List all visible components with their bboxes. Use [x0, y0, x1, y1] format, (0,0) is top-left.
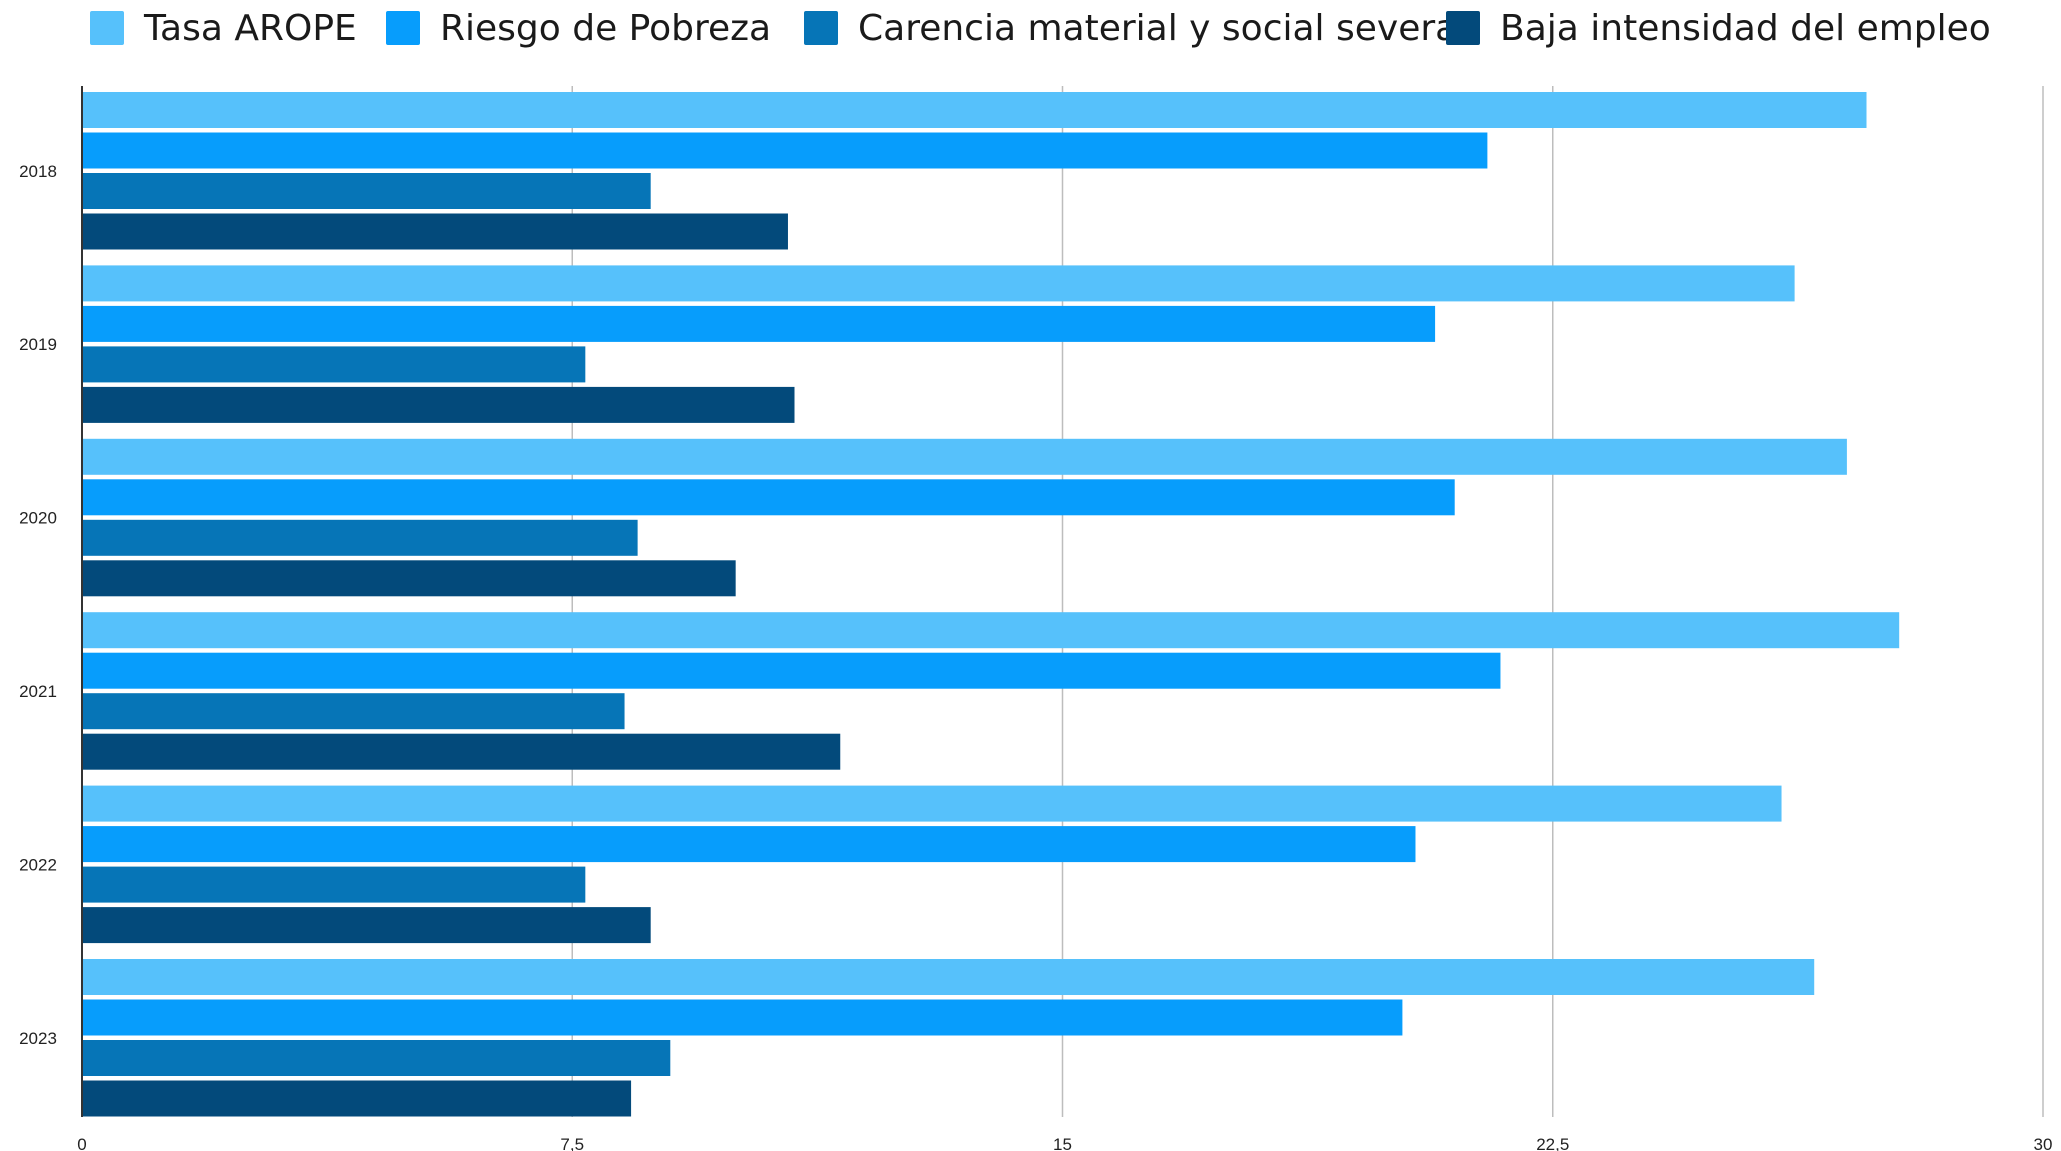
bar: [82, 132, 1488, 169]
bar: [82, 733, 841, 770]
bar: [82, 999, 1403, 1036]
legend-label: Baja intensidad del empleo: [1500, 8, 1991, 49]
bar: [82, 305, 1436, 342]
bar: [82, 612, 1900, 649]
legend-item: Riesgo de Pobreza: [386, 8, 771, 49]
x-axis-ticks: 0 7,5 15 22,5 30: [77, 1135, 2052, 1151]
bar: [82, 213, 788, 250]
category-label: 2022: [19, 855, 57, 874]
bar: [82, 560, 736, 597]
bar: [82, 1080, 632, 1117]
legend-label: Tasa AROPE: [143, 8, 357, 49]
bar: [82, 785, 1782, 822]
category-label: 2023: [19, 1029, 57, 1048]
category-label: 2018: [19, 162, 57, 181]
bar: [82, 826, 1416, 863]
bar: [82, 265, 1795, 302]
legend-swatch: [804, 11, 838, 45]
legend-swatch: [1446, 11, 1480, 45]
x-tick-label: 22,5: [1536, 1135, 1569, 1151]
bar: [82, 438, 1847, 475]
legend-label: Carencia material y social severa: [858, 8, 1457, 49]
legend-item: Carencia material y social severa: [804, 8, 1457, 49]
bar-group: [82, 438, 1847, 597]
legend-label: Riesgo de Pobreza: [440, 8, 771, 49]
x-tick-label: 0: [77, 1135, 86, 1151]
category-label: 2020: [19, 509, 57, 528]
bar: [82, 173, 651, 209]
chart-gridlines: [571, 86, 2044, 1117]
bar: [82, 652, 1501, 689]
bar: [82, 479, 1455, 516]
bar: [82, 959, 1815, 995]
x-tick-label: 7,5: [560, 1135, 584, 1151]
legend-item: Baja intensidad del empleo: [1446, 8, 1991, 49]
bar-group: [82, 92, 1867, 250]
bar: [82, 907, 651, 944]
chart-bars: [82, 92, 1900, 1117]
legend-item: Tasa AROPE: [90, 8, 357, 49]
bar: [82, 693, 625, 730]
legend-swatch: [386, 11, 420, 45]
y-axis-category-labels: 2018 2019 2020 2021 2022 2023: [19, 162, 57, 1048]
bar-group: [82, 265, 1795, 423]
bar: [82, 866, 586, 903]
chart-legend: Tasa AROPE Riesgo de Pobreza Carencia mate…: [90, 8, 1991, 49]
bar-group: [82, 785, 1782, 944]
legend-swatch: [90, 11, 124, 45]
bar-group: [82, 612, 1900, 770]
x-tick-label: 15: [1053, 1135, 1072, 1151]
category-label: 2021: [19, 682, 57, 701]
bar-group: [82, 959, 1815, 1117]
bar: [82, 519, 638, 556]
category-label: 2019: [19, 335, 57, 354]
bar: [82, 386, 795, 423]
bar: [82, 346, 586, 383]
x-tick-label: 30: [2034, 1135, 2053, 1151]
bar: [82, 1040, 671, 1076]
bar: [82, 92, 1867, 128]
